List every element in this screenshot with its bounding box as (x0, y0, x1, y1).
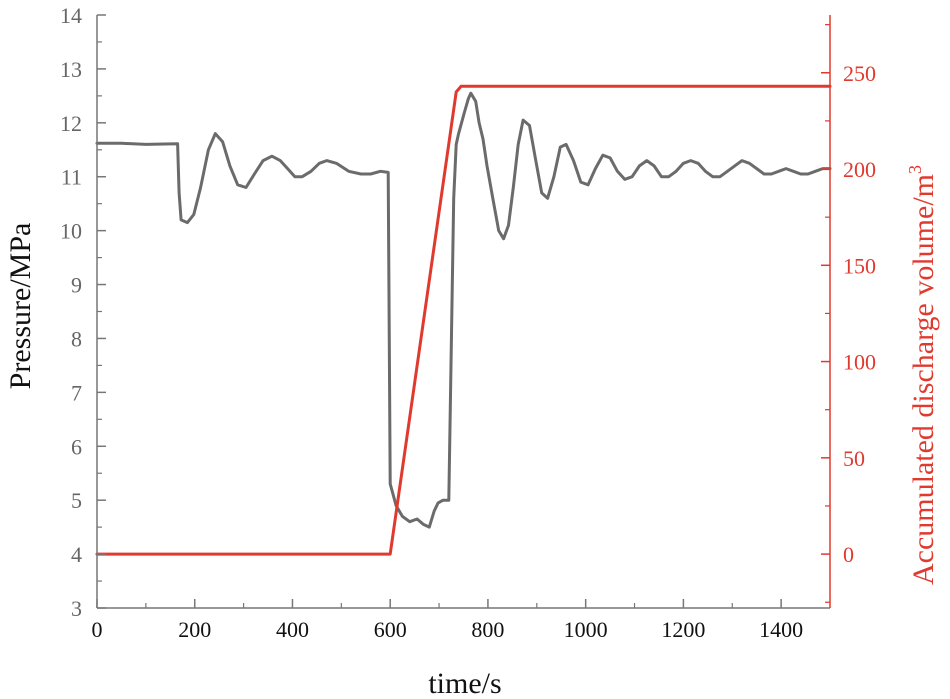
y-left-tick-label: 9 (71, 273, 82, 298)
pressure-series-line (95, 91, 832, 529)
y-left-tick-label: 10 (60, 219, 82, 244)
x-tick-label: 800 (471, 617, 504, 642)
x-tick-label: 1400 (759, 617, 803, 642)
x-tick-label: 600 (374, 617, 407, 642)
axes-group: 0 200 400 600 800 1000 1200 1400345678910111213… (60, 3, 876, 642)
y-right-tick-label: 100 (843, 350, 876, 375)
volume-series-line (95, 84, 832, 556)
y-right-tick-label: 0 (843, 542, 854, 567)
x-tick-label: 400 (276, 617, 309, 642)
y-left-tick-label: 7 (71, 380, 82, 405)
y-left-tick-label: 5 (71, 488, 82, 513)
y-axis-right-title: Accumulated discharge volume/m3 (905, 165, 940, 585)
y-left-tick-label: 11 (61, 165, 82, 190)
y-axis-left-title: Pressure/MPa (4, 223, 37, 390)
y-right-tick-label: 200 (843, 157, 876, 182)
y-right-tick-label: 250 (843, 61, 876, 86)
y-axis-right-title-superscript: 3 (905, 165, 925, 174)
y-left-tick-label: 8 (71, 326, 82, 351)
x-axis-title: time/s (428, 667, 501, 699)
y-left-tick-label: 14 (60, 3, 82, 28)
y-right-tick-label: 150 (843, 253, 876, 278)
x-tick-label: 1200 (661, 617, 705, 642)
series-group (95, 84, 832, 556)
y-left-tick-label: 6 (71, 434, 82, 459)
y-right-tick-label: 50 (843, 446, 865, 471)
y-left-tick-label: 3 (71, 596, 82, 621)
y-left-tick-label: 12 (60, 111, 82, 136)
y-left-tick-label: 13 (60, 57, 82, 82)
x-tick-label: 200 (178, 617, 211, 642)
x-tick-label: 0 (92, 617, 103, 642)
x-tick-label: 1000 (564, 617, 608, 642)
y-left-tick-label: 4 (71, 542, 82, 567)
y-axis-right-title-text: Accumulated discharge volume/m (907, 174, 940, 585)
